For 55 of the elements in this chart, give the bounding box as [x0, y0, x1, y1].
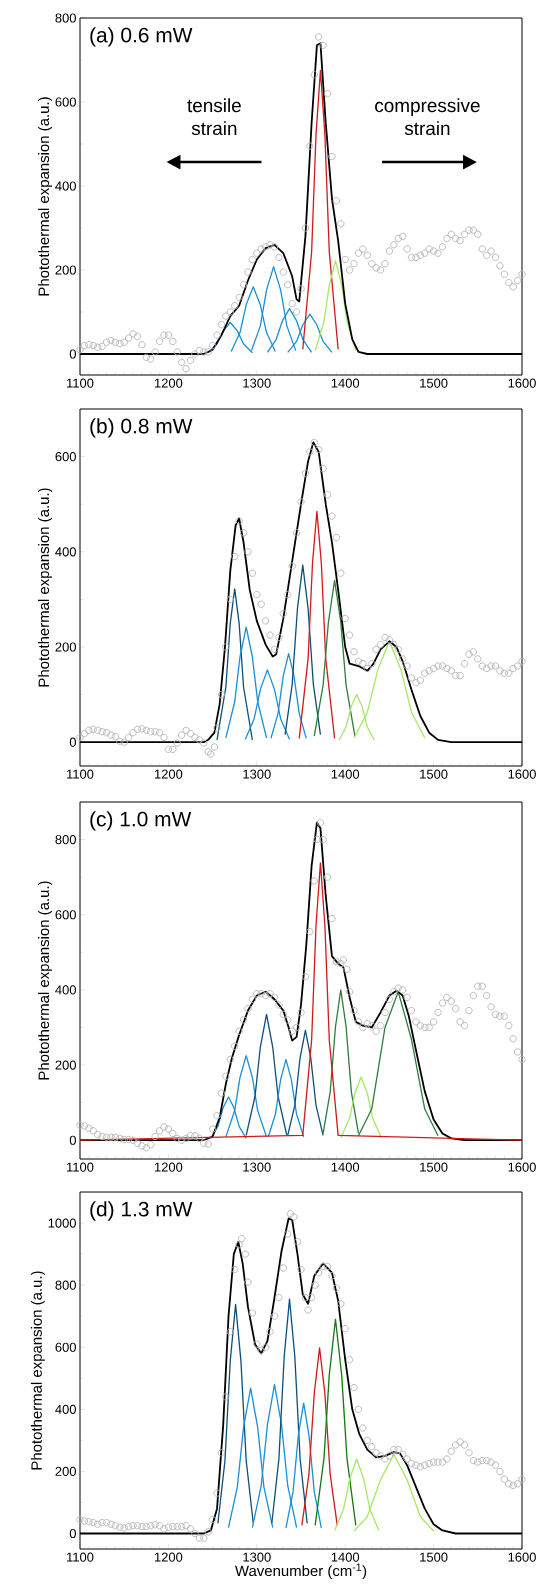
y-axis-title: Photothermal expansion (a.u.) — [38, 97, 53, 296]
x-tick-label: 1300 — [243, 769, 271, 779]
y-axis-title: Photothermal expansion (a.u.) — [38, 488, 53, 687]
chart-title: (a) 0.6 mW — [90, 27, 193, 47]
y-tick-label: 400 — [55, 181, 76, 191]
y-tick-label: 400 — [55, 547, 76, 557]
y-tick-label: 600 — [55, 910, 76, 920]
chart-title: (d) 1.3 mW — [90, 1201, 193, 1221]
y-tick-label: 800 — [55, 13, 76, 23]
x-tick-label: 1100 — [67, 1162, 94, 1172]
y-tick-label: 0 — [69, 737, 76, 747]
y-tick-label: 600 — [55, 97, 76, 107]
y-tick-label: 800 — [55, 835, 76, 845]
y-tick-label: 200 — [55, 265, 76, 275]
x-tick-label: 1400 — [331, 378, 360, 388]
x-tick-label: 1600 — [508, 769, 536, 779]
x-axis-title: Wavenumber (cm$^{-1}$) — [234, 1563, 367, 1580]
x-tick-label: 1600 — [508, 1552, 536, 1562]
y-tick-label: 200 — [55, 1466, 76, 1476]
y-tick-label: 0 — [69, 1135, 76, 1145]
y-tick-label: 400 — [55, 1404, 76, 1414]
y-tick-label: 200 — [55, 1060, 76, 1070]
x-tick-label: 1500 — [420, 1552, 448, 1562]
y-tick-label: 0 — [69, 1528, 76, 1539]
x-tick-label: 1400 — [331, 1552, 360, 1562]
x-tick-label: 1500 — [420, 378, 448, 388]
x-tick-label: 1600 — [508, 1162, 536, 1172]
x-tick-label: 1200 — [154, 769, 183, 779]
chart-title: (b) 0.8 mW — [90, 418, 193, 438]
x-tick-label: 1300 — [243, 378, 271, 388]
x-tick-label: 1200 — [154, 378, 183, 388]
annotation: tensile strain — [187, 98, 241, 136]
x-tick-label: 1300 — [243, 1552, 271, 1562]
x-tick-label: 1400 — [331, 769, 360, 779]
y-tick-label: 600 — [55, 1342, 76, 1352]
x-tick-label: 1400 — [331, 1162, 360, 1172]
x-tick-label: 1500 — [420, 769, 448, 779]
x-tick-label: 1100 — [67, 1552, 94, 1562]
y-axis-title: Photothermal expansion (a.u.) — [38, 881, 53, 1080]
y-tick-label: 600 — [55, 452, 76, 462]
x-tick-label: 1500 — [420, 1162, 448, 1172]
x-tick-label: 1200 — [154, 1162, 183, 1172]
x-tick-label: 1100 — [67, 769, 94, 779]
x-tick-label: 1100 — [67, 378, 94, 388]
y-tick-label: 1000 — [48, 1218, 76, 1228]
y-tick-label: 0 — [69, 349, 76, 359]
y-tick-label: 200 — [55, 642, 76, 652]
y-tick-label: 800 — [55, 1280, 76, 1290]
chart-title: (c) 1.0 mW — [90, 811, 192, 831]
y-axis-title: Photothermal expansion (a.u.) — [30, 1271, 45, 1470]
y-tick-label: 400 — [55, 985, 76, 995]
x-tick-label: 1300 — [243, 1162, 271, 1172]
x-tick-label: 1600 — [508, 378, 536, 388]
annotation: compressive strain — [375, 98, 480, 136]
x-tick-label: 1200 — [154, 1552, 183, 1562]
